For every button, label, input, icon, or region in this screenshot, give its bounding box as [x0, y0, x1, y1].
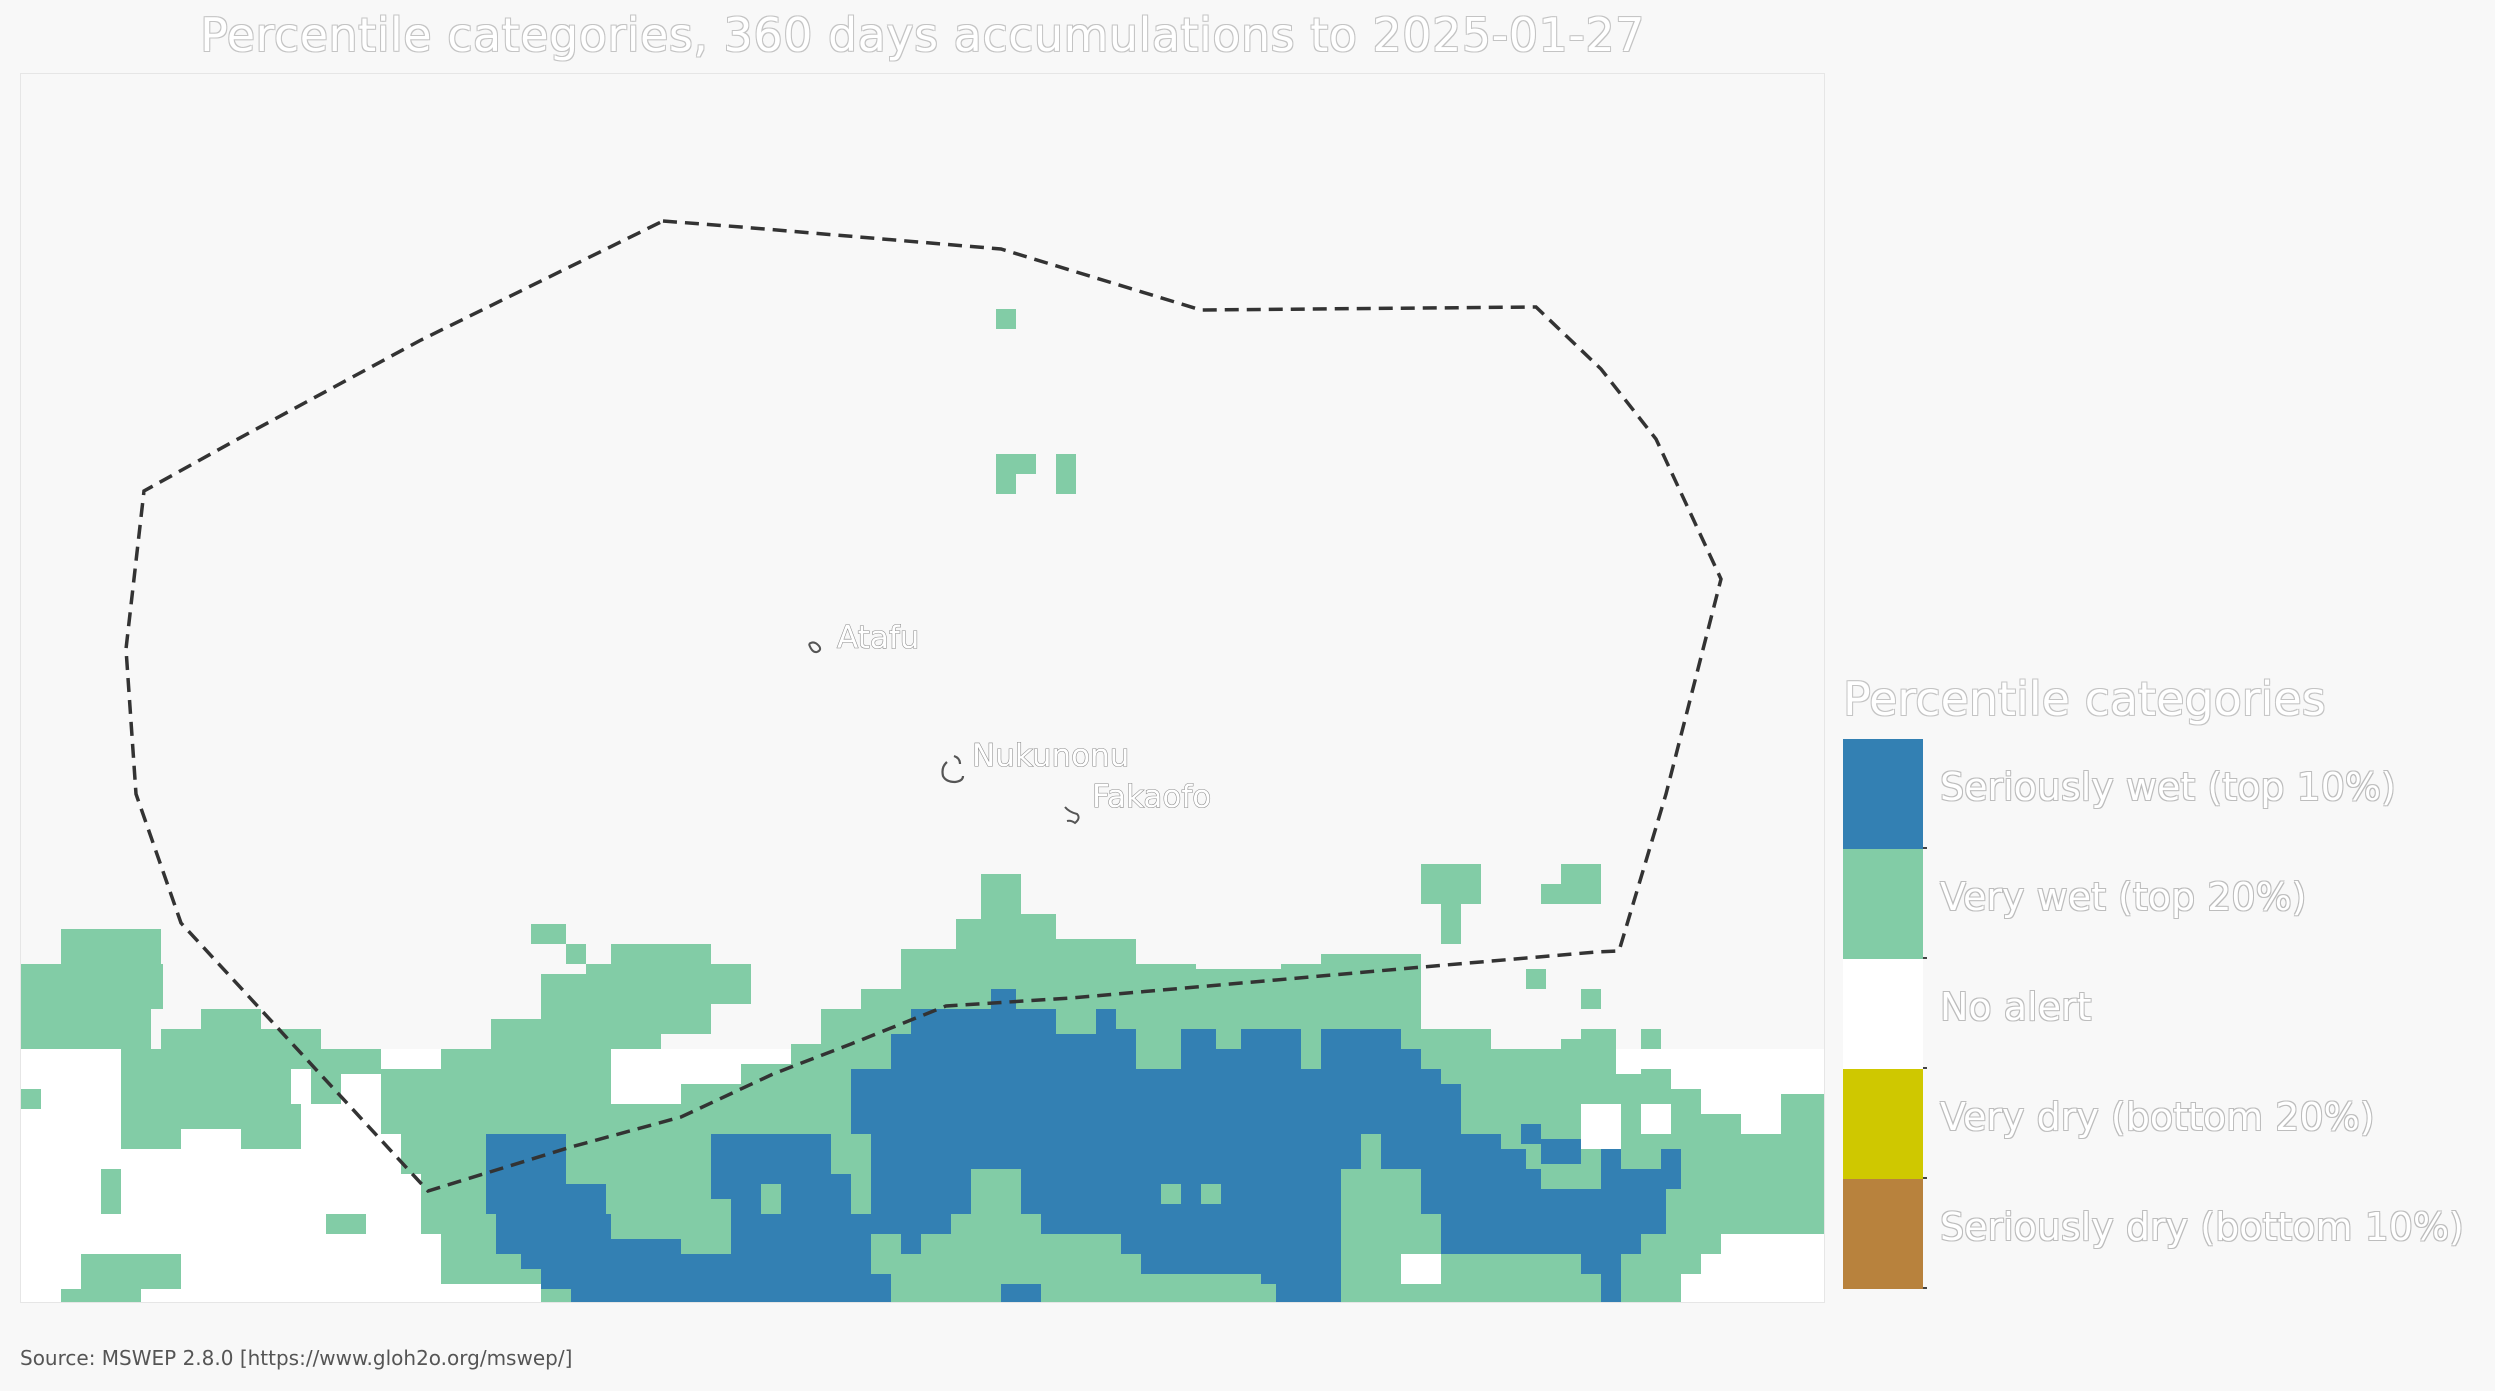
nukunonu-atoll-icon — [941, 754, 965, 784]
legend-swatch — [1843, 739, 1923, 849]
place-label-nukunonu: Nukunonu — [972, 738, 1129, 774]
legend-swatch — [1843, 849, 1923, 959]
legend-swatch — [1843, 1179, 1923, 1289]
legend-label: No alert — [1940, 985, 2092, 1029]
legend-item-seriously-dry: Seriously dry (bottom 10%) — [1843, 1179, 2493, 1289]
no-alert-holes — [101, 1049, 1741, 1302]
atafu-atoll-icon — [808, 641, 822, 654]
legend-tick — [1923, 1177, 1927, 1179]
legend-tick — [1923, 1287, 1927, 1289]
map-title: Percentile categories, 360 days accumula… — [200, 8, 1645, 62]
legend-swatch — [1843, 1069, 1923, 1179]
legend-title: Percentile categories — [1843, 672, 2326, 726]
legend-item-seriously-wet: Seriously wet (top 10%) — [1843, 739, 2493, 849]
legend-label: Seriously dry (bottom 10%) — [1940, 1205, 2464, 1249]
place-label-fakaofo: Fakaofo — [1092, 779, 1211, 815]
legend-label: Very wet (top 20%) — [1940, 875, 2307, 919]
legend-label: Seriously wet (top 10%) — [1940, 765, 2396, 809]
fakaofo-atoll-icon — [1064, 806, 1080, 825]
legend-item-very-wet: Very wet (top 20%) — [1843, 849, 2493, 959]
source-credit: Source: MSWEP 2.8.0 [https://www.gloh2o.… — [20, 1346, 573, 1370]
legend-swatch — [1843, 959, 1923, 1069]
very-wet-holes — [611, 1184, 1261, 1302]
legend-tick — [1923, 1067, 1927, 1069]
seriously-wet-regions — [486, 989, 1681, 1302]
map-panel: Atafu Nukunonu Fakaofo — [20, 73, 1825, 1303]
eez-boundary — [124, 219, 1723, 1193]
legend-item-very-dry: Very dry (bottom 20%) — [1843, 1069, 2493, 1179]
place-label-atafu: Atafu — [837, 620, 919, 656]
legend-tick — [1923, 847, 1927, 849]
legend-tick — [1923, 957, 1927, 959]
legend-label: Very dry (bottom 20%) — [1940, 1095, 2375, 1139]
map-canvas: Atafu Nukunonu Fakaofo — [21, 219, 1824, 1302]
legend-item-no-alert: No alert — [1843, 959, 2493, 1069]
